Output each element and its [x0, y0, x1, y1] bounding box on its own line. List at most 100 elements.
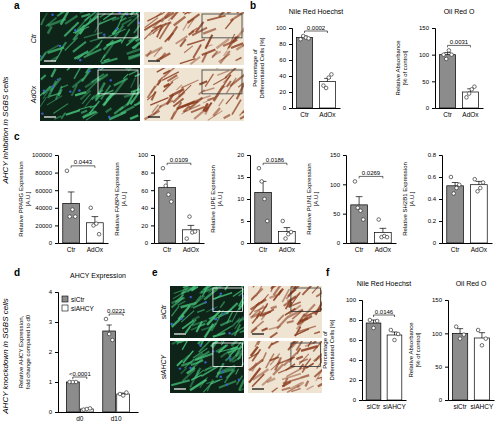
plot-area	[66, 317, 129, 412]
y-tick: 80	[279, 41, 292, 47]
y-axis-line	[151, 156, 155, 244]
data-point	[359, 209, 363, 213]
chart: Oil Red ORelative Absorbance[% of contro…	[395, 8, 484, 118]
micrograph-nucleus	[205, 301, 207, 303]
y-tick: 80	[349, 317, 362, 323]
micrograph-inset	[98, 70, 138, 94]
data-point	[377, 218, 381, 222]
micrograph-streak	[121, 29, 129, 43]
micrograph-streak	[306, 363, 314, 368]
micrograph-nucleus	[78, 89, 80, 91]
data-point	[260, 180, 264, 184]
micrograph-nucleus	[222, 370, 224, 372]
micrograph-nucleus	[180, 317, 182, 319]
data-point	[478, 186, 482, 190]
y-axis-title: [A.U.]	[121, 191, 127, 206]
micrograph-streak	[113, 28, 119, 35]
micrograph-streak	[106, 108, 112, 112]
micrograph-streak	[89, 101, 99, 113]
y-tick-mark	[359, 300, 362, 301]
y-tick-mark	[289, 60, 292, 61]
micrograph-streak	[60, 12, 70, 14]
micrograph-streak	[272, 388, 278, 392]
micrograph-streak	[224, 115, 231, 119]
x-axis-line	[443, 243, 493, 244]
micrograph-streak	[315, 299, 322, 315]
y-tick: 20	[349, 377, 362, 383]
error-bar	[479, 333, 485, 338]
y-tick-label: 20	[349, 377, 356, 383]
error-bar-cap	[92, 216, 99, 217]
data-point	[450, 53, 454, 57]
y-tick-label: 100	[276, 25, 287, 31]
y-axis-title: [A.U.]	[313, 191, 319, 206]
chart: Nile Red HoechstPercentage ofDifferentia…	[322, 280, 411, 410]
micrograph-streak	[274, 286, 284, 295]
micrograph-streak	[231, 327, 244, 335]
legend-label: siCtr	[71, 296, 85, 303]
plot-area	[63, 169, 103, 243]
x-axis: CtrAdOx	[251, 244, 301, 253]
data-point	[164, 184, 168, 188]
y-tick-mark	[151, 155, 154, 156]
significance-bracket	[167, 163, 191, 165]
y-tick-mark	[343, 243, 346, 244]
micrograph-streak	[208, 111, 223, 121]
error-bar	[457, 329, 463, 334]
y-tick-mark	[359, 400, 362, 401]
micrograph-streak	[202, 50, 216, 56]
micrograph-streak	[188, 19, 194, 28]
y-tick: 0.8	[428, 152, 442, 158]
micrograph-streak	[157, 68, 174, 72]
error-bar-stem	[71, 192, 72, 203]
y-tick-mark	[289, 44, 292, 45]
micrograph-streak	[51, 69, 55, 77]
micrograph-streak	[290, 302, 300, 306]
bar	[319, 82, 335, 108]
micrograph-streak	[304, 304, 315, 316]
x-tick: AdOx	[462, 111, 479, 118]
micrograph-streak	[290, 383, 301, 389]
x-axis: CtrAdOx	[443, 244, 493, 253]
y-tick: 100	[330, 182, 346, 188]
micrograph-streak	[101, 58, 117, 63]
y-axis-line	[445, 301, 449, 401]
data-point	[396, 332, 400, 336]
y-axis-title: Relative AHCY Expression,	[18, 315, 24, 388]
y-axis-title: Differentiated Cells [%]	[329, 319, 335, 380]
micrograph-streak	[170, 77, 178, 82]
micrograph-streak	[81, 110, 87, 113]
micrograph-streak	[55, 50, 62, 61]
x-tick-label: Ctr	[300, 111, 310, 118]
micrograph-streak	[206, 45, 212, 47]
figure: AHCY inhibition in SGBS cellsAHCY knockd…	[0, 0, 500, 446]
chart: AHCY ExpressionRelative AHCY Expression,…	[18, 272, 139, 422]
micrograph-streak	[136, 12, 140, 13]
micrograph-streak	[167, 75, 177, 81]
micrograph-streak	[156, 12, 161, 16]
micrograph	[170, 341, 244, 393]
micrograph-nucleus	[204, 361, 206, 363]
data-point	[356, 206, 360, 210]
data-point	[444, 57, 448, 61]
image-row-label: siCtr	[160, 304, 167, 319]
y-tick-mark	[55, 412, 58, 413]
y-tick-mark	[55, 208, 58, 209]
micrograph-streak	[201, 366, 218, 376]
error-bar-stem	[478, 181, 479, 184]
micrograph-streak	[177, 355, 189, 365]
p-value: 0.0146	[375, 309, 394, 315]
y-tick: 150	[419, 25, 435, 31]
micrograph-streak	[127, 16, 138, 27]
y-axis-line	[359, 301, 363, 401]
data-point	[327, 76, 331, 80]
data-point	[458, 337, 462, 341]
micrograph-streak	[271, 341, 281, 345]
x-tick: siAHCY	[383, 403, 406, 410]
x-tick-label: Ctr	[163, 246, 173, 253]
micrograph-streak	[251, 347, 258, 356]
y-axis-title: Relative FABP4 Expression	[114, 162, 120, 235]
x-tick-label: Ctr	[259, 246, 269, 253]
bar	[255, 192, 272, 243]
significance-bracket	[109, 314, 123, 316]
